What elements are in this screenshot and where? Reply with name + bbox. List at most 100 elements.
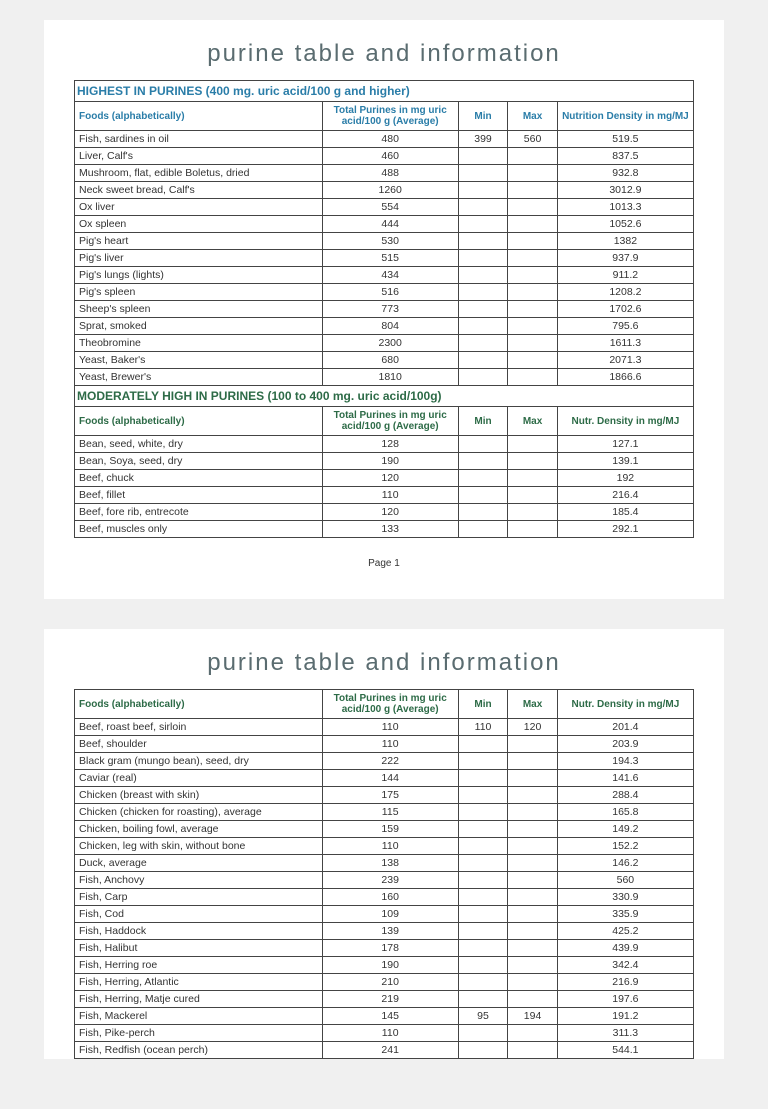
table-cell xyxy=(458,284,508,301)
col-max: Max xyxy=(508,407,558,436)
table-cell xyxy=(508,233,558,250)
table-cell: Ox spleen xyxy=(75,216,323,233)
table-row: Beef, shoulder110203.9 xyxy=(75,736,694,753)
table-cell: 932.8 xyxy=(557,165,693,182)
table-cell xyxy=(508,736,558,753)
table-cell: 146.2 xyxy=(557,855,693,872)
col-min: Min xyxy=(458,407,508,436)
col-foods: Foods (alphabetically) xyxy=(75,102,323,131)
table-cell: 1052.6 xyxy=(557,216,693,233)
table-cell xyxy=(458,267,508,284)
table-cell: 159 xyxy=(322,821,458,838)
table-cell: 288.4 xyxy=(557,787,693,804)
table-cell: 560 xyxy=(508,131,558,148)
table-cell: 773 xyxy=(322,301,458,318)
table-cell: 110 xyxy=(322,1025,458,1042)
table-row: Fish, Haddock139425.2 xyxy=(75,923,694,940)
table-cell xyxy=(508,504,558,521)
table-cell: 216.9 xyxy=(557,974,693,991)
table-cell: 241 xyxy=(322,1042,458,1059)
purine-table-page2: Foods (alphabetically) Total Purines in … xyxy=(74,689,694,1059)
table-cell xyxy=(458,318,508,335)
table-cell: 175 xyxy=(322,787,458,804)
col-min: Min xyxy=(458,102,508,131)
table-cell: 197.6 xyxy=(557,991,693,1008)
table-row: Caviar (real)144141.6 xyxy=(75,770,694,787)
table-cell xyxy=(458,165,508,182)
table-cell: Fish, Redfish (ocean perch) xyxy=(75,1042,323,1059)
table-cell: Pig's spleen xyxy=(75,284,323,301)
table-cell xyxy=(458,923,508,940)
table-cell xyxy=(458,453,508,470)
table-cell: 1013.3 xyxy=(557,199,693,216)
table-cell: Fish, Anchovy xyxy=(75,872,323,889)
table-row: Fish, Anchovy239560 xyxy=(75,872,694,889)
table-cell: 239 xyxy=(322,872,458,889)
table-cell xyxy=(508,872,558,889)
table-cell: 460 xyxy=(322,148,458,165)
table-cell xyxy=(458,504,508,521)
table-cell: Fish, Cod xyxy=(75,906,323,923)
table-cell xyxy=(458,470,508,487)
table-row: Beef, muscles only133292.1 xyxy=(75,521,694,538)
table-row: Pig's heart5301382 xyxy=(75,233,694,250)
table-cell: 178 xyxy=(322,940,458,957)
table-cell: Beef, shoulder xyxy=(75,736,323,753)
table-cell xyxy=(508,182,558,199)
table-cell: Bean, Soya, seed, dry xyxy=(75,453,323,470)
table-cell: 120 xyxy=(322,470,458,487)
table-cell: 804 xyxy=(322,318,458,335)
table-cell: Fish, Herring, Atlantic xyxy=(75,974,323,991)
col-header-moderate: Foods (alphabetically) Total Purines in … xyxy=(75,407,694,436)
table-cell: Yeast, Brewer's xyxy=(75,369,323,386)
table-row: Fish, Mackerel14595194191.2 xyxy=(75,1008,694,1025)
table-cell: Ox liver xyxy=(75,199,323,216)
table-cell: 1260 xyxy=(322,182,458,199)
table-cell xyxy=(458,855,508,872)
table-row: Yeast, Baker's6802071.3 xyxy=(75,352,694,369)
table-row: Beef, fillet110216.4 xyxy=(75,487,694,504)
table-row: Mushroom, flat, edible Boletus, dried488… xyxy=(75,165,694,182)
table-cell: 342.4 xyxy=(557,957,693,974)
table-cell: 128 xyxy=(322,436,458,453)
section-header-highest: HIGHEST IN PURINES (400 mg. uric acid/10… xyxy=(75,81,694,102)
table-cell xyxy=(508,250,558,267)
table-cell xyxy=(508,906,558,923)
table-row: Fish, Herring, Matje cured219197.6 xyxy=(75,991,694,1008)
table-cell: 165.8 xyxy=(557,804,693,821)
table-row: Beef, chuck120192 xyxy=(75,470,694,487)
section-title-highest: HIGHEST IN PURINES (400 mg. uric acid/10… xyxy=(75,81,694,102)
table-cell: Pig's liver xyxy=(75,250,323,267)
table-row: Fish, Herring roe190342.4 xyxy=(75,957,694,974)
table-cell xyxy=(458,148,508,165)
table-cell xyxy=(508,352,558,369)
table-cell: 795.6 xyxy=(557,318,693,335)
table-cell xyxy=(458,872,508,889)
table-row: Sprat, smoked804795.6 xyxy=(75,318,694,335)
table-cell: 201.4 xyxy=(557,719,693,736)
table-row: Chicken (breast with skin)175288.4 xyxy=(75,787,694,804)
table-cell: 444 xyxy=(322,216,458,233)
table-cell: Fish, Herring roe xyxy=(75,957,323,974)
table-cell: 219 xyxy=(322,991,458,1008)
table-cell: Neck sweet bread, Calf's xyxy=(75,182,323,199)
table-cell xyxy=(508,335,558,352)
table-cell: 480 xyxy=(322,131,458,148)
table-cell xyxy=(508,940,558,957)
table-cell xyxy=(508,521,558,538)
table-cell: 95 xyxy=(458,1008,508,1025)
table-row: Neck sweet bread, Calf's12603012.9 xyxy=(75,182,694,199)
table-cell xyxy=(458,369,508,386)
table-cell: 515 xyxy=(322,250,458,267)
table-cell: Yeast, Baker's xyxy=(75,352,323,369)
table-cell: 330.9 xyxy=(557,889,693,906)
table-cell xyxy=(458,753,508,770)
table-cell: 292.1 xyxy=(557,521,693,538)
table-cell: Pig's lungs (lights) xyxy=(75,267,323,284)
table-row: Bean, Soya, seed, dry190139.1 xyxy=(75,453,694,470)
table-cell xyxy=(458,1025,508,1042)
table-cell: 216.4 xyxy=(557,487,693,504)
table-cell xyxy=(508,301,558,318)
purine-table-page1: HIGHEST IN PURINES (400 mg. uric acid/10… xyxy=(74,80,694,538)
table-cell xyxy=(458,335,508,352)
